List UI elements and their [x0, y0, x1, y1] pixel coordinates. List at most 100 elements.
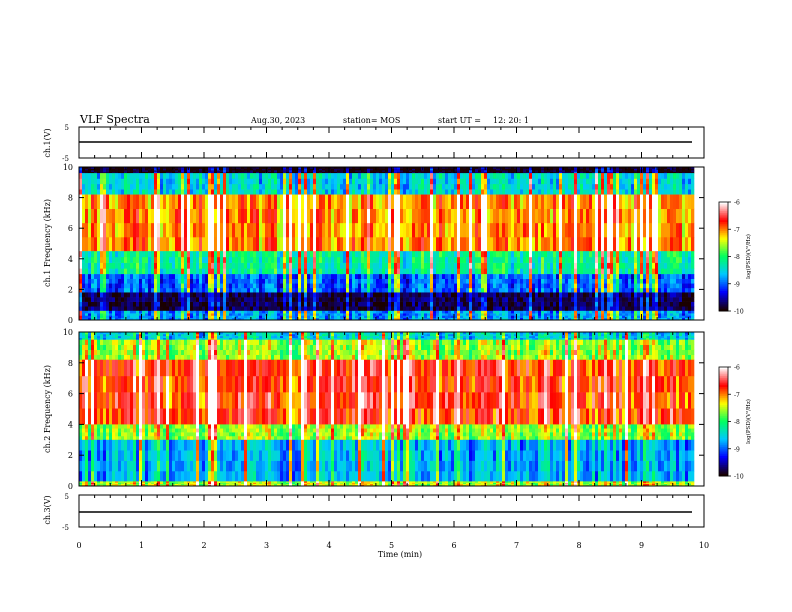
spectrogram-cell — [391, 297, 395, 302]
spectrogram-cell — [340, 317, 344, 321]
spectrogram-cell — [580, 310, 584, 314]
spectrogram-cell — [397, 178, 401, 185]
spectrogram-cell — [355, 171, 359, 174]
spectrogram-cell — [208, 222, 212, 238]
spectrogram-cell — [127, 170, 131, 172]
spectrogram-cell — [340, 194, 344, 209]
spectrogram-cell — [322, 173, 326, 179]
spectrogram-cell — [517, 297, 521, 302]
spectrogram-cell — [181, 167, 185, 169]
spectrogram-cell — [184, 306, 188, 312]
spectrogram-cell — [556, 268, 560, 275]
spectrogram-cell — [268, 222, 272, 238]
spectrogram-cell — [406, 278, 410, 284]
spectrogram-cell — [424, 297, 428, 302]
spectrogram-cell — [385, 167, 389, 169]
spectrogram-cell — [379, 313, 383, 316]
spectrogram-cell — [388, 317, 392, 321]
spectrogram-cell — [538, 171, 542, 174]
spectrogram-cell — [202, 262, 206, 269]
spectrogram-cell — [544, 256, 548, 263]
spectrogram-cell — [493, 315, 497, 319]
spectrogram-cell — [91, 301, 95, 307]
spectrogram-cell — [304, 262, 308, 269]
spectrogram-cell — [196, 287, 200, 293]
spectrogram-cell — [472, 189, 476, 195]
spectrogram-cell — [505, 171, 509, 174]
spectrogram-cell — [367, 262, 371, 269]
spectrogram-cell — [361, 292, 365, 298]
spectrogram-cell — [205, 292, 209, 298]
spectrogram-cell — [166, 292, 170, 298]
spectrogram-cell — [388, 208, 392, 224]
spectrogram-cell — [202, 301, 206, 307]
spectrogram-cell — [586, 189, 590, 195]
spectrogram-cell — [307, 236, 311, 252]
spectrogram-cell — [487, 173, 491, 179]
spectrogram-cell — [430, 262, 434, 269]
spectrogram-cell — [355, 301, 359, 307]
spectrogram-cell — [355, 310, 359, 314]
spectrogram-cell — [388, 292, 392, 298]
spectrogram-cell — [553, 317, 557, 321]
spectrogram-cell — [370, 171, 374, 174]
spectrogram-cell — [292, 310, 296, 314]
start-ut-value: 12: 20: 1 — [493, 116, 529, 125]
spectrogram-cell — [238, 178, 242, 185]
spectrogram-cell — [538, 292, 542, 298]
spectrogram-cell — [214, 317, 218, 321]
spectrogram-cell — [553, 251, 557, 258]
spectrogram-cell — [280, 173, 284, 179]
spectrogram-cell — [217, 251, 221, 258]
spectrogram-cell — [319, 194, 323, 209]
spectrogram-cell — [532, 278, 536, 284]
spectrogram-cell — [538, 315, 542, 319]
spectrogram-cell — [91, 315, 95, 319]
spectrogram-cell — [439, 183, 443, 190]
spectrogram-cell — [367, 178, 371, 185]
spectrogram-cell — [85, 222, 89, 238]
spectrogram-cell — [478, 194, 482, 209]
spectrogram-cell — [496, 283, 500, 289]
spectrogram-cell — [574, 297, 578, 302]
spectrogram-cell — [358, 313, 362, 316]
spectrogram-cell — [430, 292, 434, 298]
spectrogram-cell — [196, 167, 200, 169]
spectrogram-cell — [322, 171, 326, 174]
spectrogram-cell — [466, 178, 470, 185]
spectrogram-cell — [130, 183, 134, 190]
spectrogram-cell — [346, 236, 350, 252]
spectrogram-cell — [160, 236, 164, 252]
spectrogram-cell — [106, 170, 110, 172]
spectrogram-cell — [118, 310, 122, 314]
spectrogram-cell — [139, 317, 143, 321]
spectrogram-cell — [295, 310, 299, 314]
spectrogram-cell — [196, 183, 200, 190]
spectrogram-cell — [568, 194, 572, 209]
spectrogram-cell — [280, 310, 284, 314]
spectrogram-cell — [526, 194, 530, 209]
spectrogram-cell — [79, 301, 83, 307]
spectrogram-cell — [601, 268, 605, 275]
spectrogram-cell — [595, 168, 599, 171]
spectrogram-cell — [283, 208, 287, 224]
spectrogram-cell — [523, 278, 527, 284]
spectrogram-cell — [247, 268, 251, 275]
spectrogram-cell — [355, 170, 359, 172]
spectrogram-cell — [193, 171, 197, 174]
spectrogram-cell — [295, 251, 299, 258]
spectrogram-cell — [298, 278, 302, 284]
spectrogram-cell — [151, 301, 155, 307]
spectrogram-cell — [544, 168, 548, 171]
spectrogram-cell — [520, 194, 524, 209]
spectrogram-cell — [103, 189, 107, 195]
spectrogram-cell — [286, 317, 290, 321]
spectrogram-cell — [292, 208, 296, 224]
spectrogram-cell — [514, 287, 518, 293]
spectrogram-cell — [457, 262, 461, 269]
spectrogram-cell — [181, 306, 185, 312]
spectrogram-cell — [472, 167, 476, 169]
spectrogram-cell — [145, 278, 149, 284]
spectrogram-cell — [247, 297, 251, 302]
spectrogram-cell — [115, 194, 119, 209]
